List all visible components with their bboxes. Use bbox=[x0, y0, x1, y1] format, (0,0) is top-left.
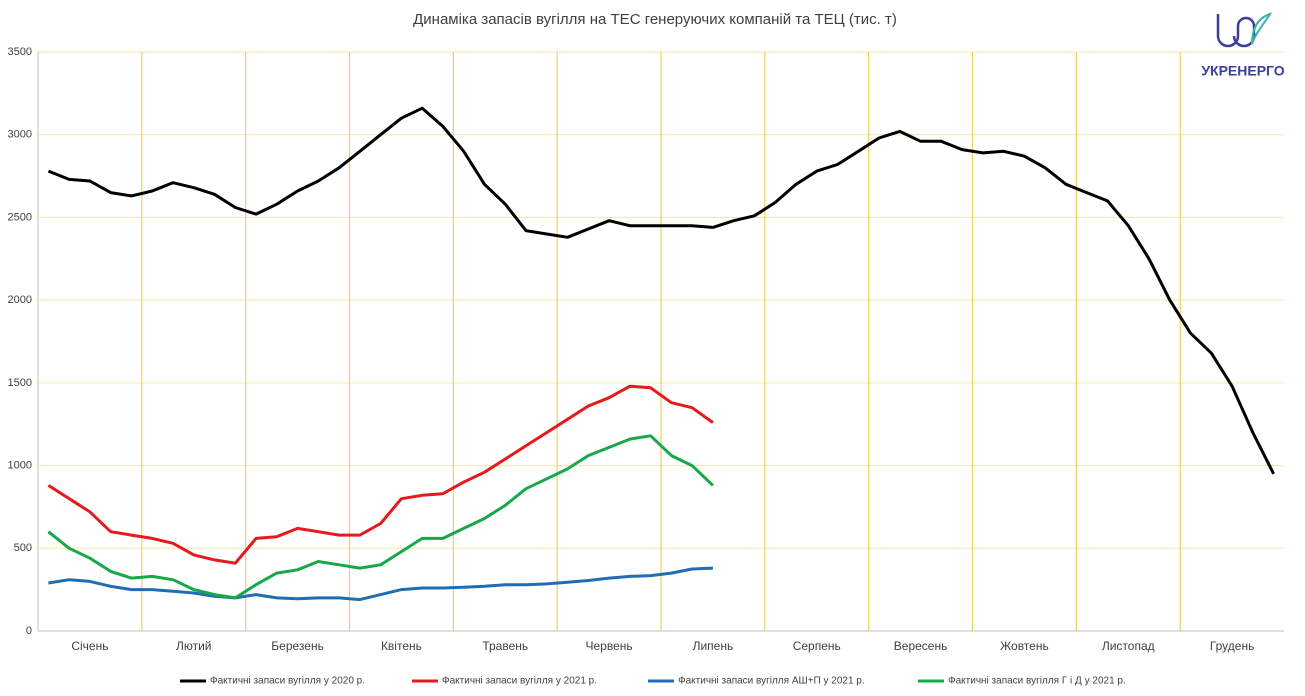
x-tick-label: Червень bbox=[586, 639, 633, 653]
y-tick-label: 2000 bbox=[8, 294, 32, 306]
y-tick-label: 3000 bbox=[8, 129, 32, 141]
legend-text: Фактичні запаси вугілля у 2021 р. bbox=[442, 676, 597, 687]
logo-text: УКРЕНЕРГО bbox=[1201, 63, 1284, 79]
x-tick-label: Травень bbox=[482, 639, 528, 653]
series-line bbox=[47, 106, 1275, 475]
x-tick-label: Січень bbox=[71, 639, 108, 653]
y-tick-label: 3500 bbox=[8, 46, 32, 58]
x-tick-label: Серпень bbox=[793, 639, 841, 653]
legend-text: Фактичні запаси вугілля у 2020 р. bbox=[210, 676, 365, 687]
series-line bbox=[48, 566, 713, 602]
x-tick-label: Березень bbox=[271, 639, 324, 653]
legend-text: Фактичні запаси вугілля АШ+П у 2021 р. bbox=[678, 676, 865, 687]
series-line bbox=[47, 384, 714, 565]
chart-title: Динаміка запасів вугілля на ТЕС генеруюч… bbox=[413, 11, 897, 28]
y-tick-label: 500 bbox=[14, 542, 32, 554]
y-tick-label: 1000 bbox=[8, 459, 32, 471]
x-tick-label: Листопад bbox=[1102, 639, 1155, 653]
x-tick-label: Лютий bbox=[176, 639, 212, 653]
x-tick-label: Вересень bbox=[894, 639, 948, 653]
y-tick-label: 1500 bbox=[8, 377, 32, 389]
logo: УКРЕНЕРГО bbox=[1201, 12, 1285, 79]
x-tick-label: Липень bbox=[693, 639, 734, 653]
x-tick-label: Квітень bbox=[381, 639, 422, 653]
legend-text: Фактичні запаси вугілля Г і Д у 2021 р. bbox=[948, 676, 1126, 687]
logo-icon bbox=[1216, 14, 1256, 48]
series-line bbox=[47, 434, 714, 600]
x-tick-label: Жовтень bbox=[1000, 639, 1049, 653]
logo-leaf bbox=[1251, 12, 1273, 45]
y-tick-label: 2500 bbox=[8, 211, 32, 223]
x-tick-label: Грудень bbox=[1210, 639, 1255, 653]
y-tick-label: 0 bbox=[26, 625, 32, 637]
